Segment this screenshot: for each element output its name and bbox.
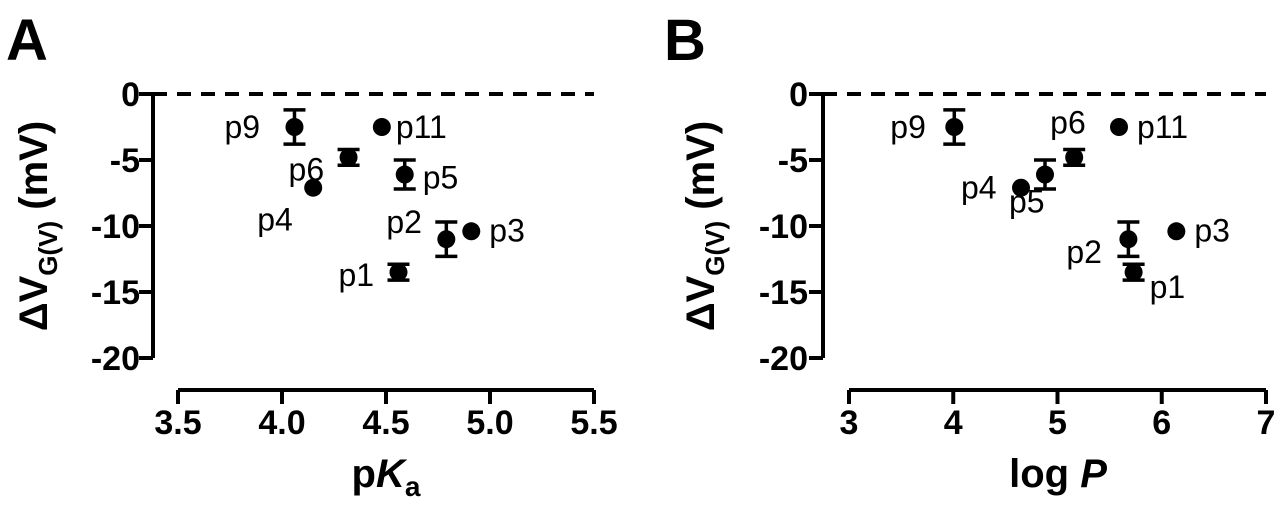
point-label-p9: p9 [890,109,926,145]
y-tick-label: -20 [91,340,140,378]
data-point-p1 [389,263,408,282]
point-label-p4: p4 [257,202,293,238]
point-label-p4: p4 [961,170,997,206]
data-point-p2 [1119,230,1138,249]
point-label-p1: p1 [338,257,374,293]
x-tick-label: 4 [944,404,963,442]
x-tick-label: 5.0 [466,404,513,442]
x-tick-label: 5 [1048,404,1067,442]
panel-b: B 0 -5 -10 -15 -20 3 4 5 6 7 log P ΔVG(V) (mV) p9 p11 p… [664,8,1275,496]
y-axis-title: ΔVG(V) (mV) [12,121,63,331]
y-tick-label: -15 [759,274,808,312]
data-point-p3 [462,222,481,241]
data-point-p11 [1110,118,1129,136]
y-axis-title: ΔVG(V) (mV) [679,121,730,331]
data-point-p4 [304,178,323,197]
data-point-p1 [1124,263,1143,282]
x-tick-label: 4.0 [258,404,305,442]
data-point-p6 [339,148,358,167]
point-label-p2: p2 [1066,234,1102,270]
y-tick-label: 0 [789,76,808,114]
data-point-p5 [395,165,414,184]
x-tick-label: 7 [1257,404,1276,442]
panel-a: A 0 -5 -10 -15 -20 3.5 4.0 4.5 5.0 5.5 pKa ΔVG(V) (m… [6,8,618,502]
x-tick-label: 6 [1152,404,1171,442]
y-tick-label: -15 [91,274,140,312]
point-label-p3: p3 [1194,212,1230,248]
x-tick-label: 3.5 [154,404,201,442]
x-tick-label: 5.5 [570,404,617,442]
y-tick-label: 0 [121,76,140,114]
x-axis-title: log P [1009,452,1107,496]
data-point-p2 [437,230,456,249]
data-point-p5 [1035,165,1054,184]
y-tick-label: -10 [91,208,140,246]
point-label-p2: p2 [386,204,422,240]
point-label-p11: p11 [396,109,447,145]
y-tick-label: -5 [110,142,140,180]
y-tick-label: -5 [778,142,808,180]
x-tick-label: 3 [840,404,859,442]
point-label-p9: p9 [224,109,260,145]
x-axis-title: pKa [352,452,421,502]
data-point-p9 [285,118,304,136]
y-tick-label: -20 [759,340,808,378]
data-point-p4 [1012,178,1031,197]
y-tick-label: -10 [759,208,808,246]
point-label-p11: p11 [1137,109,1188,145]
point-label-p3: p3 [489,212,525,248]
x-tick-label: 4.5 [362,404,409,442]
panel-letter: A [6,8,48,73]
panel-letter: B [664,8,706,73]
data-point-p11 [372,118,391,136]
point-label-p1: p1 [1150,269,1186,305]
point-label-p6: p6 [1050,104,1086,140]
data-point-p3 [1167,222,1186,241]
point-label-p5: p5 [423,160,459,196]
data-point-p9 [945,118,964,136]
data-point-p6 [1065,148,1084,167]
